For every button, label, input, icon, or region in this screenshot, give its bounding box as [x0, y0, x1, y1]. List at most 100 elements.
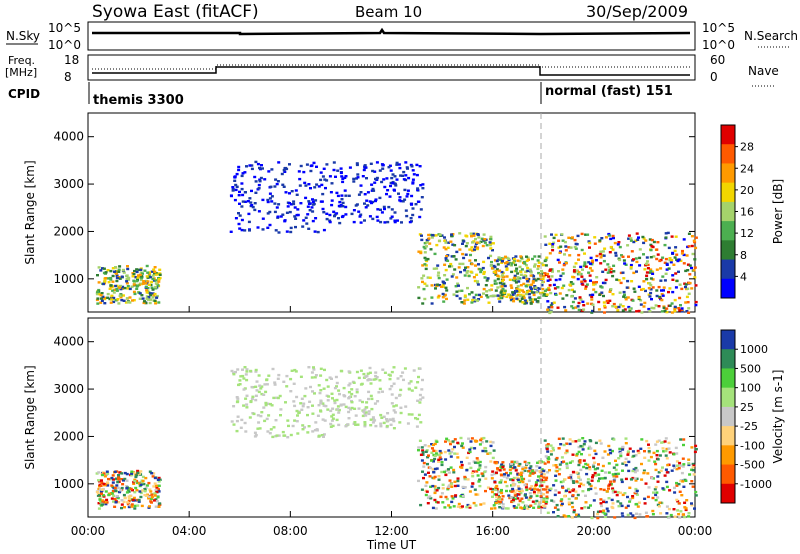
- velocity-data-cell: [421, 396, 425, 399]
- power-data-cell: [380, 211, 384, 214]
- velocity-data-cell: [388, 387, 392, 391]
- power-data-cell: [455, 276, 459, 279]
- velocity-data-cell: [474, 493, 478, 496]
- velocity-data-cell: [410, 389, 414, 392]
- velocity-data-cell: [137, 482, 141, 485]
- velocity-data-cell: [361, 400, 364, 404]
- velocity-data-cell: [530, 485, 534, 488]
- power-data-cell: [643, 301, 647, 305]
- power-data-cell: [399, 174, 403, 177]
- velocity-data-cell: [501, 495, 505, 498]
- velocity-data-cell: [453, 480, 457, 483]
- power-data-cell: [385, 192, 388, 196]
- power-data-cell: [454, 285, 458, 288]
- power-data-cell: [515, 289, 519, 293]
- power-data-cell: [577, 301, 581, 305]
- velocity-data-cell: [376, 400, 380, 403]
- velocity-data-cell: [690, 468, 694, 471]
- power-data-cell: [343, 176, 347, 179]
- velocity-data-cell: [565, 489, 568, 492]
- power-data-cell: [541, 291, 545, 294]
- velocity-data-cell: [438, 456, 442, 459]
- power-data-cell: [644, 262, 648, 266]
- velocity-data-cell: [257, 390, 261, 394]
- velocity-data-cell: [148, 495, 151, 498]
- power-data-cell: [632, 240, 636, 244]
- velocity-data-cell: [489, 440, 493, 444]
- velocity-data-cell: [527, 469, 531, 473]
- velocity-data-cell: [150, 501, 153, 504]
- velocity-data-cell: [533, 502, 537, 505]
- velocity-data-cell: [322, 404, 326, 407]
- power-data-cell: [588, 241, 592, 245]
- velocity-data-cell: [505, 484, 509, 488]
- power-data-cell: [437, 294, 441, 298]
- velocity-data-cell: [489, 460, 493, 463]
- power-data-cell: [95, 298, 99, 302]
- power-data-cell: [266, 212, 270, 215]
- velocity-data-cell: [664, 468, 668, 471]
- power-data-cell: [151, 296, 155, 299]
- velocity-data-cell: [546, 471, 550, 474]
- power-data-cell: [464, 244, 468, 248]
- velocity-data-cell: [587, 506, 591, 509]
- velocity-data-cell: [520, 475, 523, 478]
- power-data-cell: [518, 300, 522, 303]
- power-data-cell: [406, 192, 410, 196]
- power-data-cell: [322, 228, 326, 232]
- velocity-data-cell: [475, 439, 479, 443]
- velocity-data-cell: [406, 422, 410, 425]
- velocity-data-cell: [677, 502, 681, 505]
- power-data-cell: [96, 290, 100, 294]
- velocity-data-cell: [249, 369, 253, 373]
- power-data-cell: [629, 237, 633, 240]
- velocity-data-cell: [369, 394, 373, 398]
- velocity-data-cell: [565, 464, 569, 468]
- velocity-data-cell: [565, 466, 569, 470]
- velocity-data-cell: [508, 468, 512, 471]
- velocity-data-cell: [417, 375, 420, 379]
- power-data-cell: [517, 290, 521, 293]
- power-data-cell: [132, 279, 136, 282]
- power-data-cell: [496, 274, 500, 277]
- power-data-cell: [414, 203, 418, 206]
- velocity-data-cell: [490, 490, 494, 494]
- power-data-cell: [435, 267, 439, 270]
- velocity-data-cell: [653, 460, 657, 463]
- power-data-cell: [531, 280, 535, 283]
- power-data-cell: [577, 271, 581, 274]
- power-data-cell: [649, 288, 653, 291]
- velocity-colorbar-segment: [721, 387, 735, 408]
- velocity-data-cell: [484, 447, 488, 450]
- velocity-data-cell: [244, 397, 248, 400]
- power-data-cell: [337, 217, 340, 220]
- velocity-data-cell: [524, 496, 528, 499]
- power-data-cell: [115, 279, 119, 283]
- power-data-cell: [258, 180, 262, 183]
- velocity-data-cell: [563, 478, 567, 481]
- power-data-cell: [649, 284, 653, 287]
- power-data-cell: [145, 275, 149, 278]
- velocity-data-cell: [643, 450, 646, 453]
- power-data-cell: [608, 234, 612, 237]
- velocity-data-cell: [455, 452, 459, 455]
- power-data-cell: [311, 198, 314, 201]
- velocity-data-cell: [612, 480, 616, 483]
- power-data-cell: [674, 235, 678, 238]
- velocity-data-cell: [614, 468, 618, 472]
- velocity-data-cell: [586, 463, 590, 466]
- velocity-data-cell: [558, 463, 562, 466]
- power-data-cell: [359, 213, 363, 216]
- power-data-cell: [100, 292, 104, 295]
- velocity-data-cell: [323, 419, 327, 422]
- velocity-data-cell: [150, 472, 154, 475]
- power-colorbar-segment: [721, 278, 735, 299]
- power-data-cell: [241, 193, 245, 197]
- power-data-cell: [669, 261, 673, 264]
- power-data-cell: [145, 295, 149, 298]
- velocity-data-cell: [383, 371, 387, 374]
- velocity-data-cell: [104, 502, 108, 506]
- velocity-data-cell: [127, 499, 131, 503]
- velocity-data-cell: [619, 451, 623, 455]
- nsky-tick-top: 10^5: [48, 21, 81, 35]
